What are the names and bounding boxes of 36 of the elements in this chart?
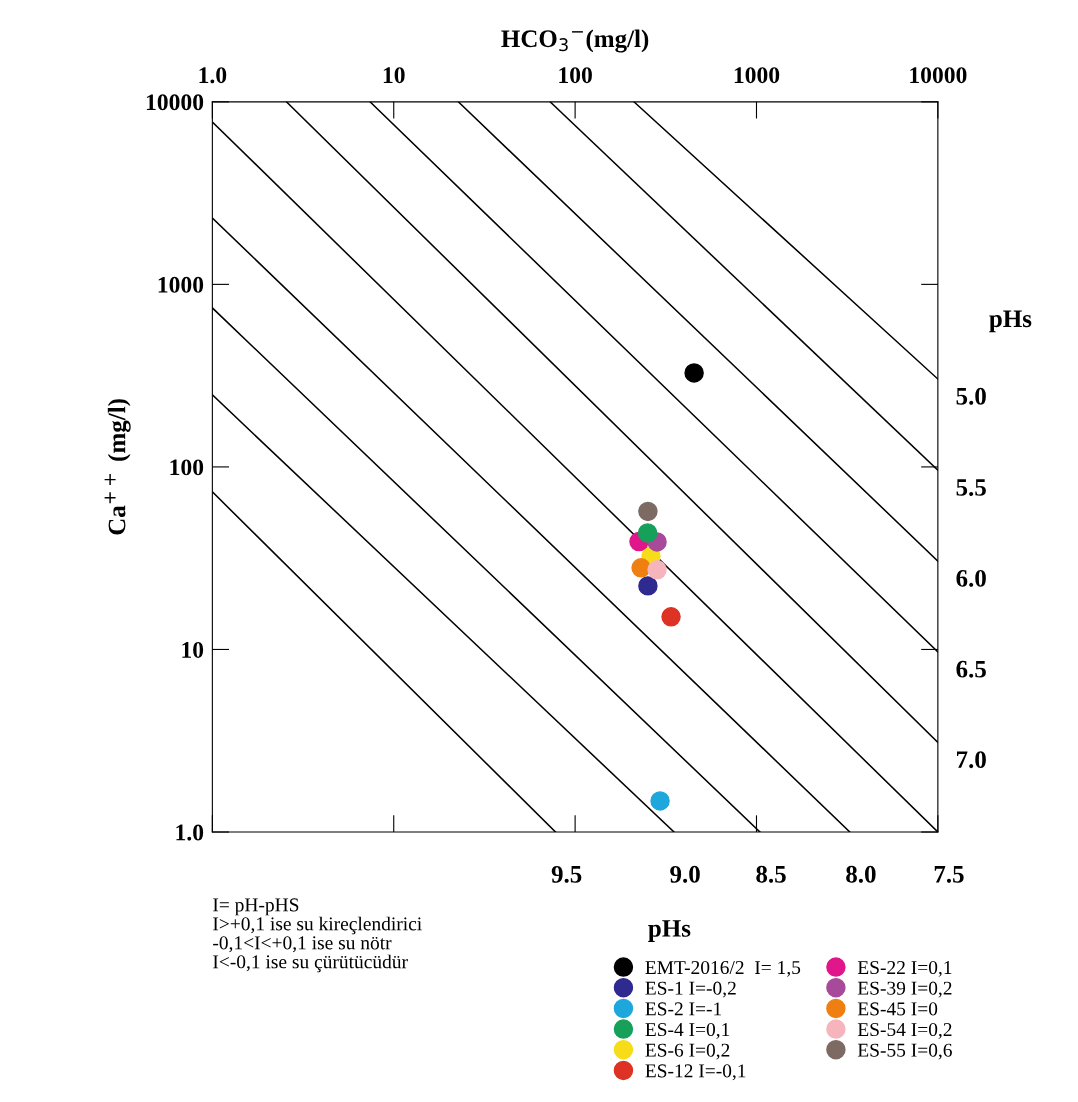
y-tick-label: 1000 [158,276,204,293]
series-label: 5.5 [956,479,986,496]
series-label: 5.0 [956,387,986,405]
y-axis-title: Ca$^{++}$ (mg/l) [104,399,131,535]
series-label: 9.0 [670,865,700,883]
text: pHs [648,920,691,942]
x-tick-label: 100 [559,67,592,84]
legend-label: ES-55 I=0,6 [857,1043,952,1060]
text: pHs [989,310,1032,333]
series-label: 7.0 [957,751,986,769]
x-tick-label: 1000 [734,67,780,84]
x-axis-title: HCO$_{3}$$^{−}$(mg/l) [501,29,649,53]
legend-label: ES-54 I=0,2 [857,1022,952,1039]
legend-label: ES-39 I=0,2 [857,981,952,998]
x-tick-label: 10 [383,67,405,84]
series-label: 8.0 [846,865,876,883]
series-label: 6.5 [956,660,986,678]
legend-label: ES-4 I=0,1 [645,1022,730,1039]
legend-label: ES-6 I=0,2 [645,1043,730,1060]
legend-label: ES-2 I=-1 [645,1002,722,1016]
x-tick-label: 10000 [910,67,967,84]
y-tick-label: 10 [182,641,204,658]
text: I= pH-pHS I>+0,1 ise su kireçlendirici -0,1<I<+0,1 ise su nötr I<-0,1 ise su çürütücüdür [213,898,422,973]
series-label: 6.0 [956,569,986,587]
y-tick-label: 100 [170,459,204,476]
y-tick-label: 1.0 [176,824,204,841]
series-label: 8.5 [756,865,786,883]
legend-label: ES-12 I=-0,1 [645,1064,746,1081]
legend-label: ES-1 I=-0,2 [645,981,736,998]
legend-label: ES-22 I=0,1 [857,960,952,977]
series-label: 9.5 [551,865,582,883]
y-tick-label: 10000 [146,94,204,111]
series-label: 7.5 [934,866,964,883]
x-tick-label: 1.0 [199,67,227,84]
legend-label: ES-45 I=0 [857,1002,938,1016]
legend-label: EMT-2016/2 I= 1,5 [645,960,801,977]
